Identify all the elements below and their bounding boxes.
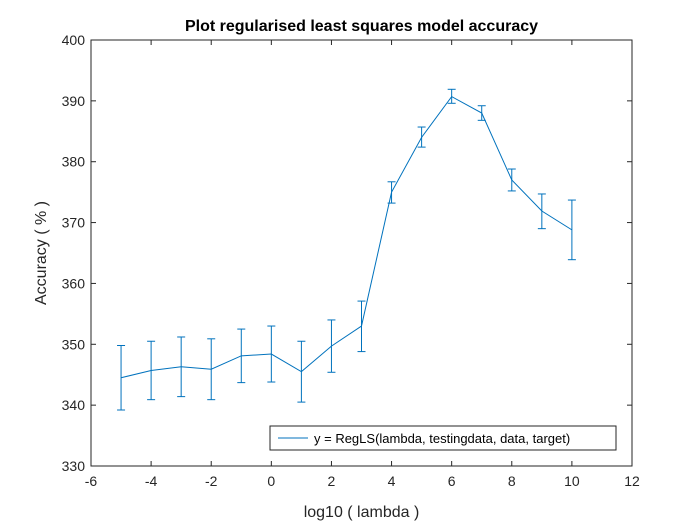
data-point — [330, 345, 333, 348]
y-axis-title: Accuracy ( % ) — [33, 201, 50, 305]
data-point — [420, 136, 423, 139]
data-point — [270, 353, 273, 356]
y-tick-label: 390 — [62, 93, 86, 109]
y-tick-label: 330 — [62, 458, 86, 474]
y-tick-label: 370 — [62, 215, 86, 231]
legend: y = RegLS(lambda, testingdata, data, tar… — [269, 425, 617, 451]
x-tick-label: -4 — [145, 473, 158, 489]
x-tick-label: 2 — [328, 473, 336, 489]
data-point — [360, 325, 363, 328]
x-tick-label: 4 — [388, 473, 396, 489]
y-tick-label: 400 — [62, 32, 86, 48]
x-tick-label: 8 — [508, 473, 516, 489]
data-point — [120, 376, 123, 379]
data-point — [390, 191, 393, 194]
y-tick-label: 360 — [62, 275, 86, 291]
x-tick-label: 6 — [448, 473, 456, 489]
legend-box — [269, 425, 617, 451]
y-tick-label: 350 — [62, 336, 86, 352]
x-tick-label: 0 — [267, 473, 275, 489]
x-tick-label: -6 — [85, 473, 98, 489]
data-point — [240, 354, 243, 357]
series-0 — [117, 88, 576, 411]
data-point — [150, 369, 153, 372]
data-point — [180, 365, 183, 368]
x-tick-label: -2 — [205, 473, 218, 489]
data-point — [300, 370, 303, 373]
series-line — [120, 95, 573, 379]
x-tick-label: 12 — [624, 473, 640, 489]
data-point — [450, 95, 453, 98]
x-tick-label: 10 — [564, 473, 580, 489]
chart-title: Plot regularised least squares model acc… — [185, 18, 538, 35]
data-point — [210, 368, 213, 371]
data-point — [480, 112, 483, 115]
data-point — [540, 210, 543, 213]
data-point — [510, 178, 513, 181]
y-tick-label: 380 — [62, 154, 86, 170]
legend-entry: y = RegLS(lambda, testingdata, data, tar… — [314, 431, 570, 446]
y-tick-label: 340 — [62, 397, 86, 413]
x-axis-title: log10 ( lambda ) — [304, 504, 420, 521]
plot-area-box — [90, 39, 633, 467]
data-point — [570, 228, 573, 231]
